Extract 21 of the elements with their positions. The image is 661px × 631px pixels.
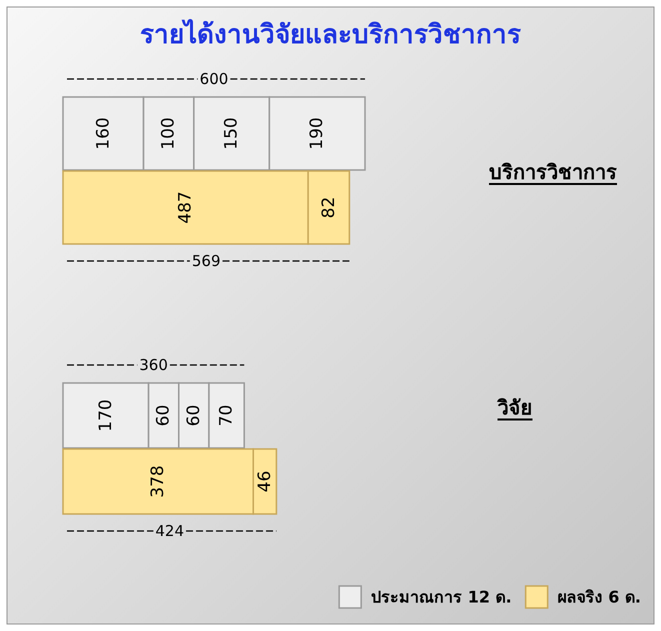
data-label: 60 xyxy=(184,404,204,426)
total-label: 569 xyxy=(192,252,221,270)
data-label: 160 xyxy=(93,117,114,150)
data-label: 82 xyxy=(318,196,339,218)
text: วิจัย xyxy=(496,396,532,420)
text: บริการวิชาการ xyxy=(489,160,617,184)
legend-label: ประมาณการ 12 ด. xyxy=(371,588,512,606)
data-label: 46 xyxy=(254,470,275,492)
data-label: 150 xyxy=(222,117,242,150)
data-label: 100 xyxy=(158,117,179,150)
chart-title: รายได้งานวิจัยและบริการวิชาการ xyxy=(140,18,521,50)
data-label: 190 xyxy=(307,117,328,150)
data-label: 487 xyxy=(176,191,196,224)
data-label: 60 xyxy=(154,404,174,426)
data-label: 70 xyxy=(216,404,237,426)
legend-label: ผลจริง 6 ด. xyxy=(558,588,641,606)
data-label: 170 xyxy=(96,399,116,432)
total-label: 600 xyxy=(200,70,228,88)
total-label: 424 xyxy=(155,522,184,540)
total-label: 360 xyxy=(139,356,168,374)
data-label: 378 xyxy=(148,465,168,498)
